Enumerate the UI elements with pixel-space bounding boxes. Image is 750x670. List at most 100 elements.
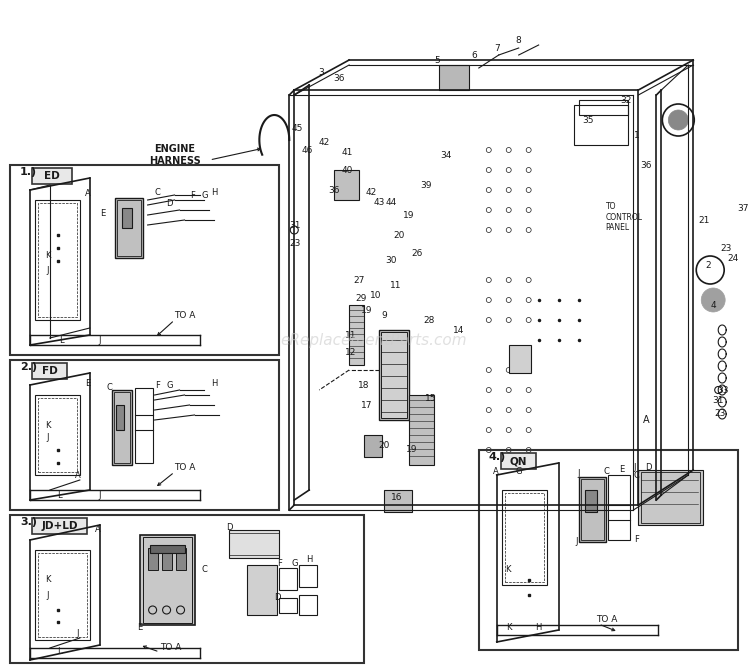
Text: 33: 33	[718, 385, 729, 395]
Bar	[409, 395, 434, 465]
Text: C: C	[154, 188, 160, 196]
Text: 40: 40	[341, 165, 352, 174]
Bar	[117, 200, 141, 256]
Text: JD+LD: JD+LD	[41, 521, 78, 531]
Text: 36: 36	[334, 74, 345, 82]
Text: H: H	[306, 555, 313, 565]
Bar	[279, 568, 297, 590]
Bar	[35, 550, 90, 640]
Text: 19: 19	[406, 446, 418, 454]
Text: D: D	[274, 594, 280, 602]
Bar	[35, 200, 80, 320]
Bar	[114, 392, 130, 463]
Text: 4.): 4.)	[489, 452, 506, 462]
Text: J: J	[46, 433, 50, 442]
Text: 14: 14	[453, 326, 464, 334]
Bar	[140, 535, 194, 625]
Text: K: K	[45, 576, 51, 584]
Text: J: J	[46, 265, 50, 275]
Text: 24: 24	[728, 253, 739, 263]
Bar	[230, 533, 279, 555]
Text: 18: 18	[358, 381, 370, 389]
Text: eReplacementParts.com: eReplacementParts.com	[280, 332, 467, 348]
Text: 6: 6	[471, 50, 477, 60]
Text: 20: 20	[378, 440, 390, 450]
Text: A: A	[493, 468, 499, 476]
Text: E: E	[100, 208, 105, 218]
Text: ED: ED	[44, 171, 60, 181]
Bar	[32, 363, 67, 379]
Text: FD: FD	[42, 366, 58, 376]
Text: 34: 34	[440, 151, 452, 159]
Bar	[638, 470, 704, 525]
Bar	[176, 548, 185, 570]
Text: 3.): 3.)	[20, 517, 37, 527]
Text: K: K	[45, 421, 51, 429]
Text: TO A: TO A	[596, 616, 618, 624]
Bar	[116, 405, 124, 430]
Text: 42: 42	[365, 188, 376, 196]
Bar	[122, 208, 132, 228]
Bar	[299, 565, 317, 587]
Text: 11: 11	[390, 281, 402, 289]
Text: G: G	[291, 559, 298, 567]
Text: 1: 1	[634, 131, 639, 139]
Text: 16: 16	[392, 494, 403, 502]
Bar	[641, 472, 700, 523]
Bar	[580, 479, 604, 540]
Text: J: J	[98, 336, 101, 344]
Text: E: E	[137, 624, 142, 632]
Text: K: K	[505, 565, 511, 574]
Text: TO A: TO A	[175, 310, 196, 320]
Text: L: L	[58, 490, 62, 500]
Text: 10: 10	[370, 291, 382, 299]
Text: 1.): 1.)	[20, 167, 37, 177]
Text: D: D	[645, 464, 652, 472]
Text: C: C	[202, 565, 208, 574]
Text: 41: 41	[341, 147, 352, 157]
Bar	[502, 490, 547, 585]
Text: 21: 21	[698, 216, 710, 224]
Text: H: H	[536, 624, 542, 632]
Text: A: A	[643, 415, 650, 425]
Text: 37: 37	[737, 204, 749, 212]
Bar	[248, 565, 278, 615]
Bar	[349, 305, 364, 365]
Bar	[478, 450, 738, 650]
Bar	[35, 395, 80, 475]
Circle shape	[668, 110, 688, 130]
Text: 31: 31	[290, 220, 301, 230]
Text: 31: 31	[712, 395, 724, 405]
Bar	[505, 493, 544, 582]
Text: 28: 28	[423, 316, 434, 324]
Text: 19: 19	[362, 306, 373, 314]
Bar	[10, 360, 279, 510]
Text: 30: 30	[386, 255, 397, 265]
Text: K: K	[506, 624, 512, 632]
Bar	[32, 168, 72, 184]
Bar	[38, 203, 76, 317]
Text: 11: 11	[345, 330, 357, 340]
Text: ENGINE
HARNESS: ENGINE HARNESS	[148, 144, 200, 165]
Bar	[578, 477, 607, 542]
Text: E: E	[619, 466, 624, 474]
Bar	[149, 545, 184, 553]
Bar	[230, 530, 279, 558]
Text: 7: 7	[494, 44, 500, 52]
Text: J: J	[633, 464, 636, 472]
Bar	[10, 515, 364, 663]
Bar	[115, 198, 142, 258]
Bar	[574, 105, 628, 145]
Text: J: J	[575, 537, 578, 547]
Text: 45: 45	[292, 123, 303, 133]
Text: 3: 3	[318, 68, 324, 76]
Bar	[161, 548, 172, 570]
Text: 29: 29	[356, 293, 367, 302]
Text: C: C	[106, 383, 112, 391]
Text: 42: 42	[319, 137, 330, 147]
Text: 2.): 2.)	[20, 362, 37, 372]
Bar	[384, 490, 412, 512]
Text: A: A	[85, 188, 91, 198]
Bar	[364, 435, 382, 457]
Text: L: L	[58, 647, 62, 657]
